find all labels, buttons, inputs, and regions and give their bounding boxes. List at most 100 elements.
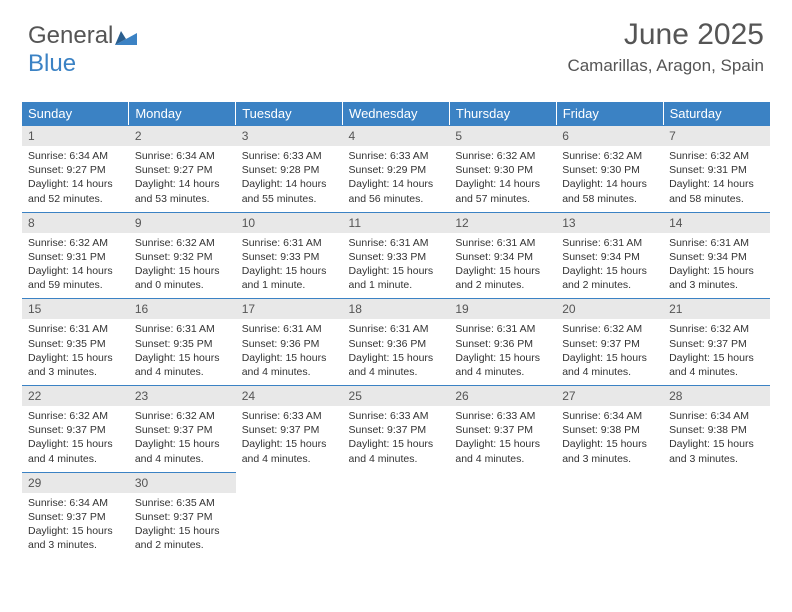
- sunset-line: Sunset: 9:37 PM: [562, 337, 657, 351]
- calendar-day-cell: 7Sunrise: 6:32 AMSunset: 9:31 PMDaylight…: [663, 125, 770, 212]
- logo-flag-icon: [115, 29, 137, 45]
- day-number: 25: [343, 385, 450, 406]
- calendar-table: Sunday Monday Tuesday Wednesday Thursday…: [22, 102, 770, 558]
- calendar-day-cell: 28Sunrise: 6:34 AMSunset: 9:38 PMDayligh…: [663, 385, 770, 472]
- calendar-day-cell: [556, 472, 663, 559]
- sunset-line: Sunset: 9:31 PM: [28, 250, 123, 264]
- calendar-day-cell: 11Sunrise: 6:31 AMSunset: 9:33 PMDayligh…: [343, 212, 450, 299]
- daylight-line: Daylight: 15 hours and 4 minutes.: [242, 437, 337, 465]
- day-number: 9: [129, 212, 236, 233]
- sunset-line: Sunset: 9:37 PM: [135, 510, 230, 524]
- day-number: 14: [663, 212, 770, 233]
- calendar-day-cell: 2Sunrise: 6:34 AMSunset: 9:27 PMDaylight…: [129, 125, 236, 212]
- sunset-line: Sunset: 9:29 PM: [349, 163, 444, 177]
- day-number: 1: [22, 125, 129, 146]
- calendar-day-cell: [449, 472, 556, 559]
- day-details: Sunrise: 6:33 AMSunset: 9:37 PMDaylight:…: [236, 406, 343, 472]
- daylight-line: Daylight: 14 hours and 52 minutes.: [28, 177, 123, 205]
- calendar-day-cell: 24Sunrise: 6:33 AMSunset: 9:37 PMDayligh…: [236, 385, 343, 472]
- day-number: 23: [129, 385, 236, 406]
- sunset-line: Sunset: 9:30 PM: [562, 163, 657, 177]
- calendar-day-cell: 15Sunrise: 6:31 AMSunset: 9:35 PMDayligh…: [22, 298, 129, 385]
- sunset-line: Sunset: 9:33 PM: [349, 250, 444, 264]
- daylight-line: Daylight: 14 hours and 59 minutes.: [28, 264, 123, 292]
- daylight-line: Daylight: 15 hours and 4 minutes.: [669, 351, 764, 379]
- day-number: 24: [236, 385, 343, 406]
- sunset-line: Sunset: 9:27 PM: [135, 163, 230, 177]
- day-details: Sunrise: 6:31 AMSunset: 9:34 PMDaylight:…: [556, 233, 663, 299]
- calendar-day-cell: [663, 472, 770, 559]
- daylight-line: Daylight: 14 hours and 58 minutes.: [562, 177, 657, 205]
- calendar-day-cell: 29Sunrise: 6:34 AMSunset: 9:37 PMDayligh…: [22, 472, 129, 559]
- calendar-day-cell: 3Sunrise: 6:33 AMSunset: 9:28 PMDaylight…: [236, 125, 343, 212]
- sunrise-line: Sunrise: 6:32 AM: [135, 236, 230, 250]
- sunrise-line: Sunrise: 6:32 AM: [135, 409, 230, 423]
- calendar-day-cell: 17Sunrise: 6:31 AMSunset: 9:36 PMDayligh…: [236, 298, 343, 385]
- sunrise-line: Sunrise: 6:33 AM: [242, 409, 337, 423]
- daylight-line: Daylight: 15 hours and 2 minutes.: [455, 264, 550, 292]
- day-number: 10: [236, 212, 343, 233]
- day-number: 22: [22, 385, 129, 406]
- sunset-line: Sunset: 9:32 PM: [135, 250, 230, 264]
- daylight-line: Daylight: 15 hours and 3 minutes.: [28, 524, 123, 552]
- sunset-line: Sunset: 9:37 PM: [455, 423, 550, 437]
- daylight-line: Daylight: 15 hours and 1 minute.: [242, 264, 337, 292]
- day-details: Sunrise: 6:33 AMSunset: 9:37 PMDaylight:…: [449, 406, 556, 472]
- sunrise-line: Sunrise: 6:34 AM: [135, 149, 230, 163]
- calendar-day-cell: 26Sunrise: 6:33 AMSunset: 9:37 PMDayligh…: [449, 385, 556, 472]
- sunset-line: Sunset: 9:34 PM: [562, 250, 657, 264]
- day-details: Sunrise: 6:34 AMSunset: 9:27 PMDaylight:…: [22, 146, 129, 212]
- weekday-header: Friday: [556, 102, 663, 125]
- sunrise-line: Sunrise: 6:34 AM: [669, 409, 764, 423]
- calendar-day-cell: 8Sunrise: 6:32 AMSunset: 9:31 PMDaylight…: [22, 212, 129, 299]
- calendar-week-row: 22Sunrise: 6:32 AMSunset: 9:37 PMDayligh…: [22, 385, 770, 472]
- sunrise-line: Sunrise: 6:35 AM: [135, 496, 230, 510]
- day-number: 18: [343, 298, 450, 319]
- weekday-header: Monday: [129, 102, 236, 125]
- day-details: Sunrise: 6:31 AMSunset: 9:36 PMDaylight:…: [449, 319, 556, 385]
- daylight-line: Daylight: 15 hours and 3 minutes.: [562, 437, 657, 465]
- daylight-line: Daylight: 14 hours and 58 minutes.: [669, 177, 764, 205]
- daylight-line: Daylight: 14 hours and 55 minutes.: [242, 177, 337, 205]
- sunrise-line: Sunrise: 6:33 AM: [349, 409, 444, 423]
- sunset-line: Sunset: 9:34 PM: [455, 250, 550, 264]
- day-number: 3: [236, 125, 343, 146]
- day-number: 11: [343, 212, 450, 233]
- sunrise-line: Sunrise: 6:32 AM: [28, 236, 123, 250]
- daylight-line: Daylight: 15 hours and 1 minute.: [349, 264, 444, 292]
- day-details: Sunrise: 6:31 AMSunset: 9:36 PMDaylight:…: [236, 319, 343, 385]
- sunset-line: Sunset: 9:37 PM: [28, 510, 123, 524]
- day-details: Sunrise: 6:34 AMSunset: 9:38 PMDaylight:…: [663, 406, 770, 472]
- day-details: Sunrise: 6:31 AMSunset: 9:36 PMDaylight:…: [343, 319, 450, 385]
- calendar-day-cell: 23Sunrise: 6:32 AMSunset: 9:37 PMDayligh…: [129, 385, 236, 472]
- sunrise-line: Sunrise: 6:32 AM: [455, 149, 550, 163]
- sunrise-line: Sunrise: 6:34 AM: [28, 496, 123, 510]
- calendar-day-cell: 16Sunrise: 6:31 AMSunset: 9:35 PMDayligh…: [129, 298, 236, 385]
- day-details: Sunrise: 6:32 AMSunset: 9:37 PMDaylight:…: [22, 406, 129, 472]
- logo-text-1: General: [28, 22, 113, 49]
- location-text: Camarillas, Aragon, Spain: [567, 56, 764, 76]
- calendar-day-cell: 27Sunrise: 6:34 AMSunset: 9:38 PMDayligh…: [556, 385, 663, 472]
- sunrise-line: Sunrise: 6:34 AM: [28, 149, 123, 163]
- day-details: Sunrise: 6:33 AMSunset: 9:37 PMDaylight:…: [343, 406, 450, 472]
- day-number: 19: [449, 298, 556, 319]
- day-number: 17: [236, 298, 343, 319]
- logo-text-2: Blue: [28, 50, 76, 77]
- daylight-line: Daylight: 15 hours and 4 minutes.: [135, 351, 230, 379]
- sunset-line: Sunset: 9:37 PM: [135, 423, 230, 437]
- sunrise-line: Sunrise: 6:33 AM: [349, 149, 444, 163]
- daylight-line: Daylight: 15 hours and 4 minutes.: [349, 437, 444, 465]
- day-number: 16: [129, 298, 236, 319]
- calendar-day-cell: 21Sunrise: 6:32 AMSunset: 9:37 PMDayligh…: [663, 298, 770, 385]
- day-details: Sunrise: 6:33 AMSunset: 9:28 PMDaylight:…: [236, 146, 343, 212]
- weekday-header: Sunday: [22, 102, 129, 125]
- daylight-line: Daylight: 15 hours and 4 minutes.: [455, 351, 550, 379]
- sunset-line: Sunset: 9:36 PM: [242, 337, 337, 351]
- day-details: Sunrise: 6:31 AMSunset: 9:33 PMDaylight:…: [343, 233, 450, 299]
- calendar-week-row: 8Sunrise: 6:32 AMSunset: 9:31 PMDaylight…: [22, 212, 770, 299]
- calendar-day-cell: 13Sunrise: 6:31 AMSunset: 9:34 PMDayligh…: [556, 212, 663, 299]
- sunrise-line: Sunrise: 6:34 AM: [562, 409, 657, 423]
- weekday-header: Tuesday: [236, 102, 343, 125]
- calendar-day-cell: 22Sunrise: 6:32 AMSunset: 9:37 PMDayligh…: [22, 385, 129, 472]
- header: June 2025 Camarillas, Aragon, Spain: [567, 18, 764, 76]
